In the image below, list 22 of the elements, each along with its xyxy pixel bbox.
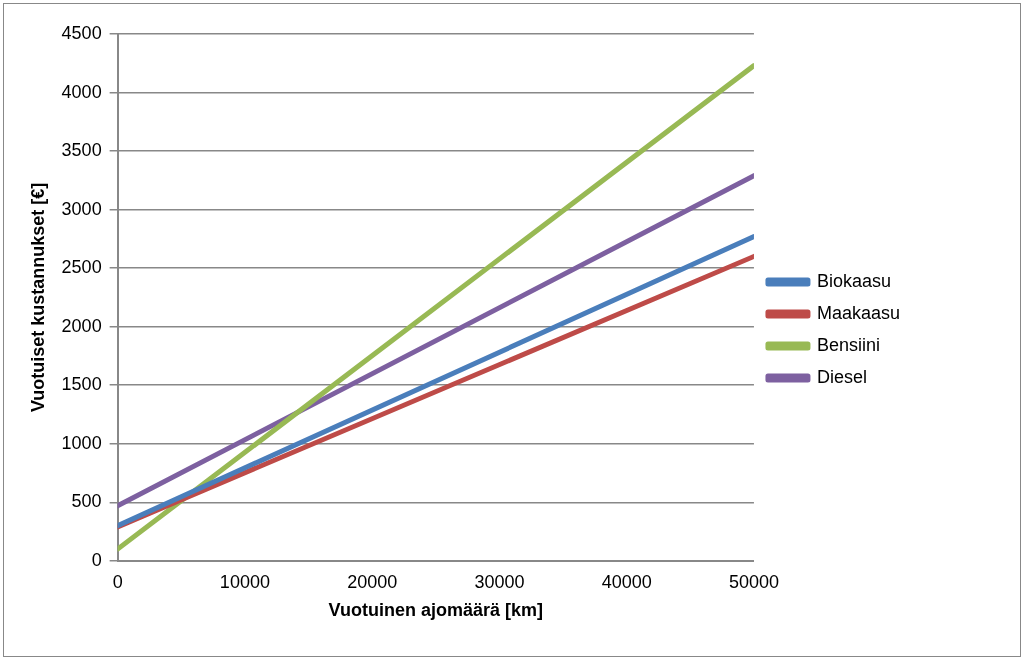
- legend-label: Maakaasu: [816, 302, 901, 323]
- y-axis-title: Vuotuiset kustannukset [€]: [27, 182, 48, 413]
- y-tick-label: 500: [71, 491, 102, 512]
- y-tick-label: 3500: [61, 140, 102, 161]
- y-tick-label: 1500: [61, 374, 102, 395]
- y-tick-label: 0: [91, 549, 102, 570]
- y-tick-label: 2000: [61, 315, 102, 336]
- legend-label: Diesel: [816, 366, 867, 387]
- x-tick-label: 40000: [601, 571, 652, 592]
- legend-label: Biokaasu: [816, 270, 892, 291]
- y-tick-label: 2500: [61, 257, 102, 278]
- y-tick-label: 3000: [61, 198, 102, 219]
- x-tick-label: 10000: [219, 571, 270, 592]
- x-tick-label: 30000: [474, 571, 525, 592]
- x-tick-label: 0: [112, 571, 123, 592]
- x-tick-label: 20000: [347, 571, 398, 592]
- y-tick-label: 1000: [61, 432, 102, 453]
- legend-label: Bensiini: [816, 334, 880, 355]
- y-tick-label: 4500: [61, 22, 102, 43]
- x-axis-title: Vuotuinen ajomäärä [km]: [328, 600, 543, 621]
- y-tick-label: 4000: [61, 81, 102, 102]
- x-tick-label: 50000: [728, 571, 779, 592]
